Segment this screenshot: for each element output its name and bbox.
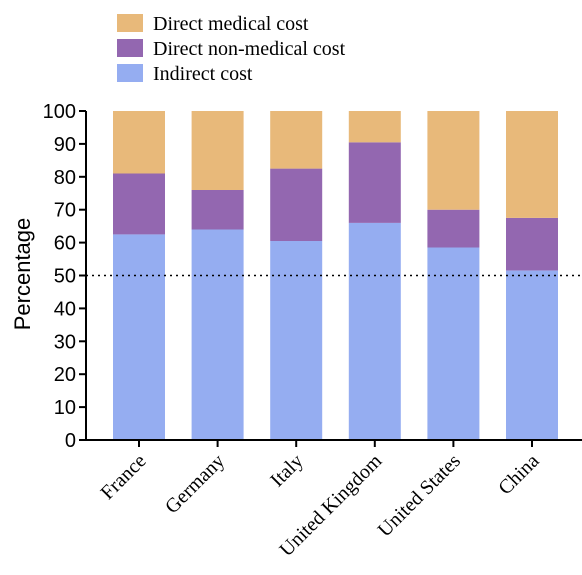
bar-segment-germany-direct-non-medical-cost bbox=[191, 190, 244, 230]
y-tick-label: 10 bbox=[54, 397, 76, 419]
bar-segment-italy-direct-non-medical-cost bbox=[270, 168, 323, 241]
legend: Direct medical cost Direct non-medical co… bbox=[117, 13, 346, 85]
plot-area bbox=[86, 111, 582, 440]
legend-swatch bbox=[117, 39, 143, 57]
legend-label: Indirect cost bbox=[153, 63, 253, 85]
bar-segment-germany-indirect-cost bbox=[191, 229, 244, 440]
x-tick-label: United States bbox=[374, 450, 466, 542]
legend-swatch bbox=[117, 14, 143, 32]
bar-segment-united-states-direct-non-medical-cost bbox=[427, 209, 480, 248]
x-tick-label: China bbox=[494, 450, 543, 499]
y-tick-label: 0 bbox=[65, 430, 76, 452]
bar-segment-united-kingdom-direct-medical-cost bbox=[348, 111, 401, 143]
bar-segment-china-direct-medical-cost bbox=[506, 111, 558, 218]
x-tick-label: Italy bbox=[266, 450, 307, 491]
x-tick-label: Germany bbox=[161, 450, 229, 518]
x-tick-label: France bbox=[96, 450, 150, 504]
legend-swatch bbox=[117, 64, 143, 82]
bar-segment-united-states-indirect-cost bbox=[427, 247, 480, 440]
bar-segment-china-indirect-cost bbox=[506, 270, 558, 440]
bar-segment-france-direct-non-medical-cost bbox=[113, 173, 165, 235]
y-tick-label: 40 bbox=[54, 298, 76, 320]
legend-label: Direct medical cost bbox=[153, 13, 309, 35]
y-tick-label: 100 bbox=[43, 101, 76, 123]
bar-segment-china-direct-non-medical-cost bbox=[506, 217, 558, 271]
y-tick-label: 50 bbox=[54, 266, 76, 288]
bar-segment-france-indirect-cost bbox=[113, 234, 165, 440]
bar-segment-italy-direct-medical-cost bbox=[270, 111, 323, 169]
legend-label: Direct non-medical cost bbox=[153, 38, 346, 60]
y-tick-label: 20 bbox=[54, 364, 76, 386]
y-axis-title: Percentage bbox=[10, 218, 35, 331]
y-axis: 0 10 20 30 40 50 60 70 80 90 100 bbox=[43, 101, 87, 452]
y-tick-label: 90 bbox=[54, 134, 76, 156]
y-tick-label: 80 bbox=[54, 167, 76, 189]
bar-segment-united-kingdom-indirect-cost bbox=[348, 222, 401, 440]
y-tick-label: 70 bbox=[54, 200, 76, 222]
y-tick-label: 30 bbox=[54, 331, 76, 353]
bar-segment-united-states-direct-medical-cost bbox=[427, 111, 480, 210]
bar-segment-united-kingdom-direct-non-medical-cost bbox=[348, 142, 401, 223]
bar-segment-germany-direct-medical-cost bbox=[191, 111, 244, 190]
y-tick-label: 60 bbox=[54, 233, 76, 255]
bar-segment-italy-indirect-cost bbox=[270, 241, 323, 440]
bar-segment-france-direct-medical-cost bbox=[113, 111, 165, 174]
